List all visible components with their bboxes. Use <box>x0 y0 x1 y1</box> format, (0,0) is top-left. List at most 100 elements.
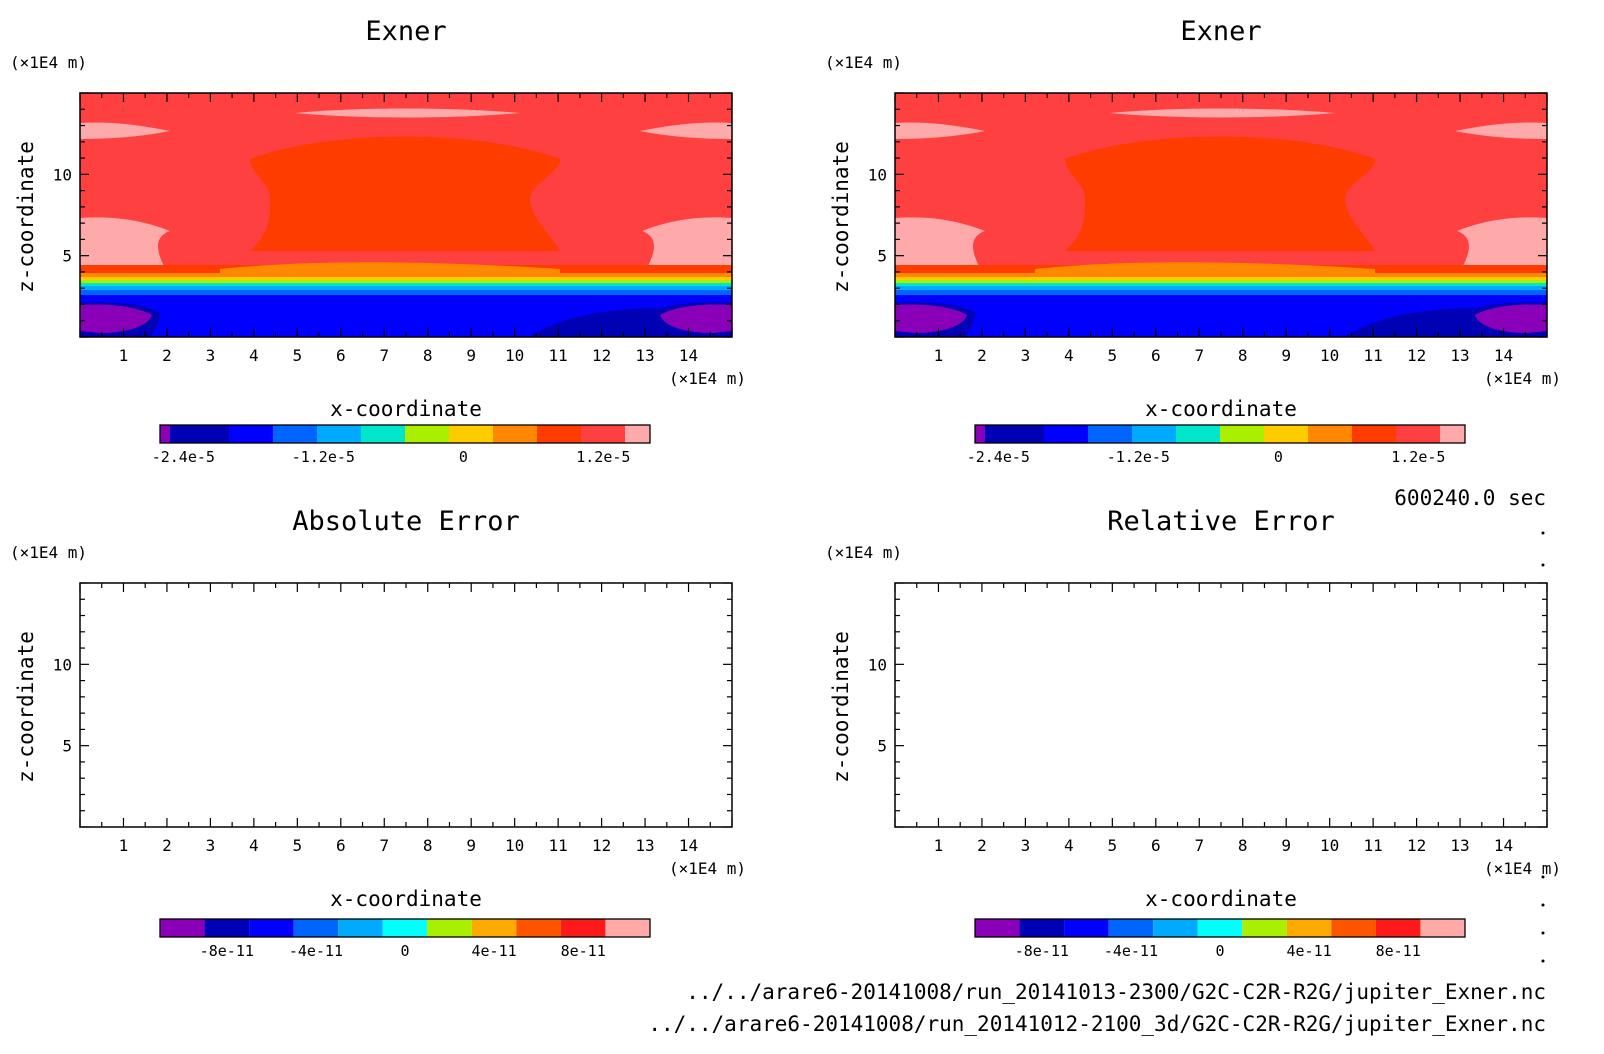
y-axis-unit: (×1E4 m) <box>825 543 902 562</box>
contour-region <box>642 217 732 270</box>
contour-band <box>80 280 732 283</box>
colorbar-swatch <box>1420 919 1465 937</box>
x-tick-label: 12 <box>1407 836 1426 855</box>
colorbar: -8e-11 -4e-11 0 4e-11 8e-11 <box>159 918 651 960</box>
x-tick-label: 1 <box>934 836 944 855</box>
x-tick-label: 2 <box>162 346 172 365</box>
x-tick-label: 2 <box>977 836 987 855</box>
y-tick-label: 5 <box>877 737 887 756</box>
x-tick-label: 14 <box>1494 836 1513 855</box>
contour-band <box>895 290 1547 295</box>
colorbar-swatch <box>1331 919 1376 937</box>
colorbar-swatch <box>1132 425 1176 443</box>
colorbar-swatch <box>249 919 294 937</box>
y-axis-label: z-coordinate <box>829 141 853 293</box>
colorbar-tick-label: -8e-11 <box>200 942 254 960</box>
chart-title: Exner <box>365 16 446 47</box>
x-tick-label: 3 <box>1021 346 1031 365</box>
x-tick-label: 8 <box>423 836 433 855</box>
chart-panel: Exner(×1E4 m)1 2 3 4 5 6 7 8 9 10 11 12 13 14510(×1E4… <box>825 16 1561 466</box>
y-axis-label: z-coordinate <box>14 631 38 783</box>
colorbar-frame <box>159 918 651 938</box>
colorbar-swatch <box>471 919 517 937</box>
colorbar-tick-label: -2.4e-5 <box>152 448 215 466</box>
x-tick-label: 13 <box>1450 836 1469 855</box>
y-tick-label: 10 <box>868 165 887 184</box>
colorbar-frame <box>974 918 1466 938</box>
colorbar-swatch <box>1440 425 1465 443</box>
x-tick-label: 5 <box>293 836 303 855</box>
colorbar-swatch <box>1352 425 1396 443</box>
colorbar-swatch <box>1308 425 1352 443</box>
colorbar-swatch <box>605 919 650 937</box>
contour-band <box>895 286 1547 290</box>
contour-region <box>895 217 985 270</box>
x-tick-label: 1 <box>934 346 944 365</box>
contour-region <box>80 217 170 270</box>
x-tick-label: 6 <box>1151 346 1161 365</box>
x-tick-label: 13 <box>635 346 654 365</box>
colorbar-swatch <box>273 425 317 443</box>
contour-fill <box>895 93 1547 337</box>
colorbar-swatch <box>361 425 405 443</box>
y-axis-label: z-coordinate <box>829 631 853 783</box>
colorbar-swatch <box>405 425 449 443</box>
x-tick-label: 3 <box>206 836 216 855</box>
contour-region <box>80 122 170 139</box>
chart-panel: Relative Error(×1E4 m)1 2 3 4 5 6 7 8 9 10 11 12 13 1… <box>825 506 1561 960</box>
colorbar-swatch <box>625 425 650 443</box>
colorbar-swatch <box>1176 425 1220 443</box>
x-tick-label: 11 <box>1364 836 1383 855</box>
x-tick-label: 5 <box>293 346 303 365</box>
colorbar-swatch <box>293 919 339 937</box>
contour-region <box>640 122 732 139</box>
colorbar-tick-label: 4e-11 <box>472 942 517 960</box>
colorbar-swatch <box>581 425 625 443</box>
x-tick-label: 14 <box>679 836 698 855</box>
contour-region <box>1457 217 1547 270</box>
colorbar-tick-label: 0 <box>400 942 409 960</box>
colorbar-frame <box>974 424 1466 444</box>
y-tick-label: 5 <box>62 737 72 756</box>
colorbar-swatch <box>204 919 250 937</box>
contour-region <box>295 108 520 118</box>
colorbar-swatch <box>1396 425 1440 443</box>
x-tick-label: 13 <box>1450 346 1469 365</box>
colorbar-tick-label: 1.2e-5 <box>1391 448 1445 466</box>
colorbar-tick-label: 0 <box>459 448 468 466</box>
x-tick-label: 6 <box>336 836 346 855</box>
x-tick-label: 12 <box>1407 346 1426 365</box>
y-tick-label: 10 <box>53 655 72 674</box>
x-tick-label: 14 <box>679 346 698 365</box>
x-axis-label: x-coordinate <box>1145 887 1297 911</box>
contour-band <box>895 277 1547 280</box>
contour-band <box>895 273 1547 277</box>
colorbar-frame <box>159 424 651 444</box>
colorbar-swatch <box>1044 425 1088 443</box>
colorbar-swatch <box>229 425 273 443</box>
colorbar-swatch <box>160 919 205 937</box>
x-tick-label: 4 <box>249 836 259 855</box>
x-tick-label: 12 <box>592 836 611 855</box>
colorbar-swatch <box>1264 425 1308 443</box>
x-tick-label: 4 <box>1064 346 1074 365</box>
file-path-2: ../../arare6-20141008/run_20141012-2100_… <box>648 1012 1546 1036</box>
x-tick-label: 4 <box>1064 836 1074 855</box>
contour-region <box>660 304 732 333</box>
x-tick-label: 3 <box>206 346 216 365</box>
x-tick-label: 10 <box>505 346 524 365</box>
contour-band <box>80 290 732 295</box>
x-tick-label: 1 <box>119 836 129 855</box>
x-tick-label: 3 <box>1021 836 1031 855</box>
x-axis-unit: (×1E4 m) <box>1484 859 1561 878</box>
colorbar-tick-label: -1.2e-5 <box>292 448 355 466</box>
colorbar: -2.4e-5 -1.2e-5 0 1.2e-5 <box>152 424 651 466</box>
colorbar-swatch <box>1286 919 1332 937</box>
x-axis-label: x-coordinate <box>330 397 482 421</box>
plot-frame <box>894 582 1548 828</box>
x-tick-label: 7 <box>379 346 389 365</box>
contour-region <box>1475 304 1547 333</box>
contour-band <box>80 277 732 280</box>
y-axis-label: z-coordinate <box>14 141 38 293</box>
